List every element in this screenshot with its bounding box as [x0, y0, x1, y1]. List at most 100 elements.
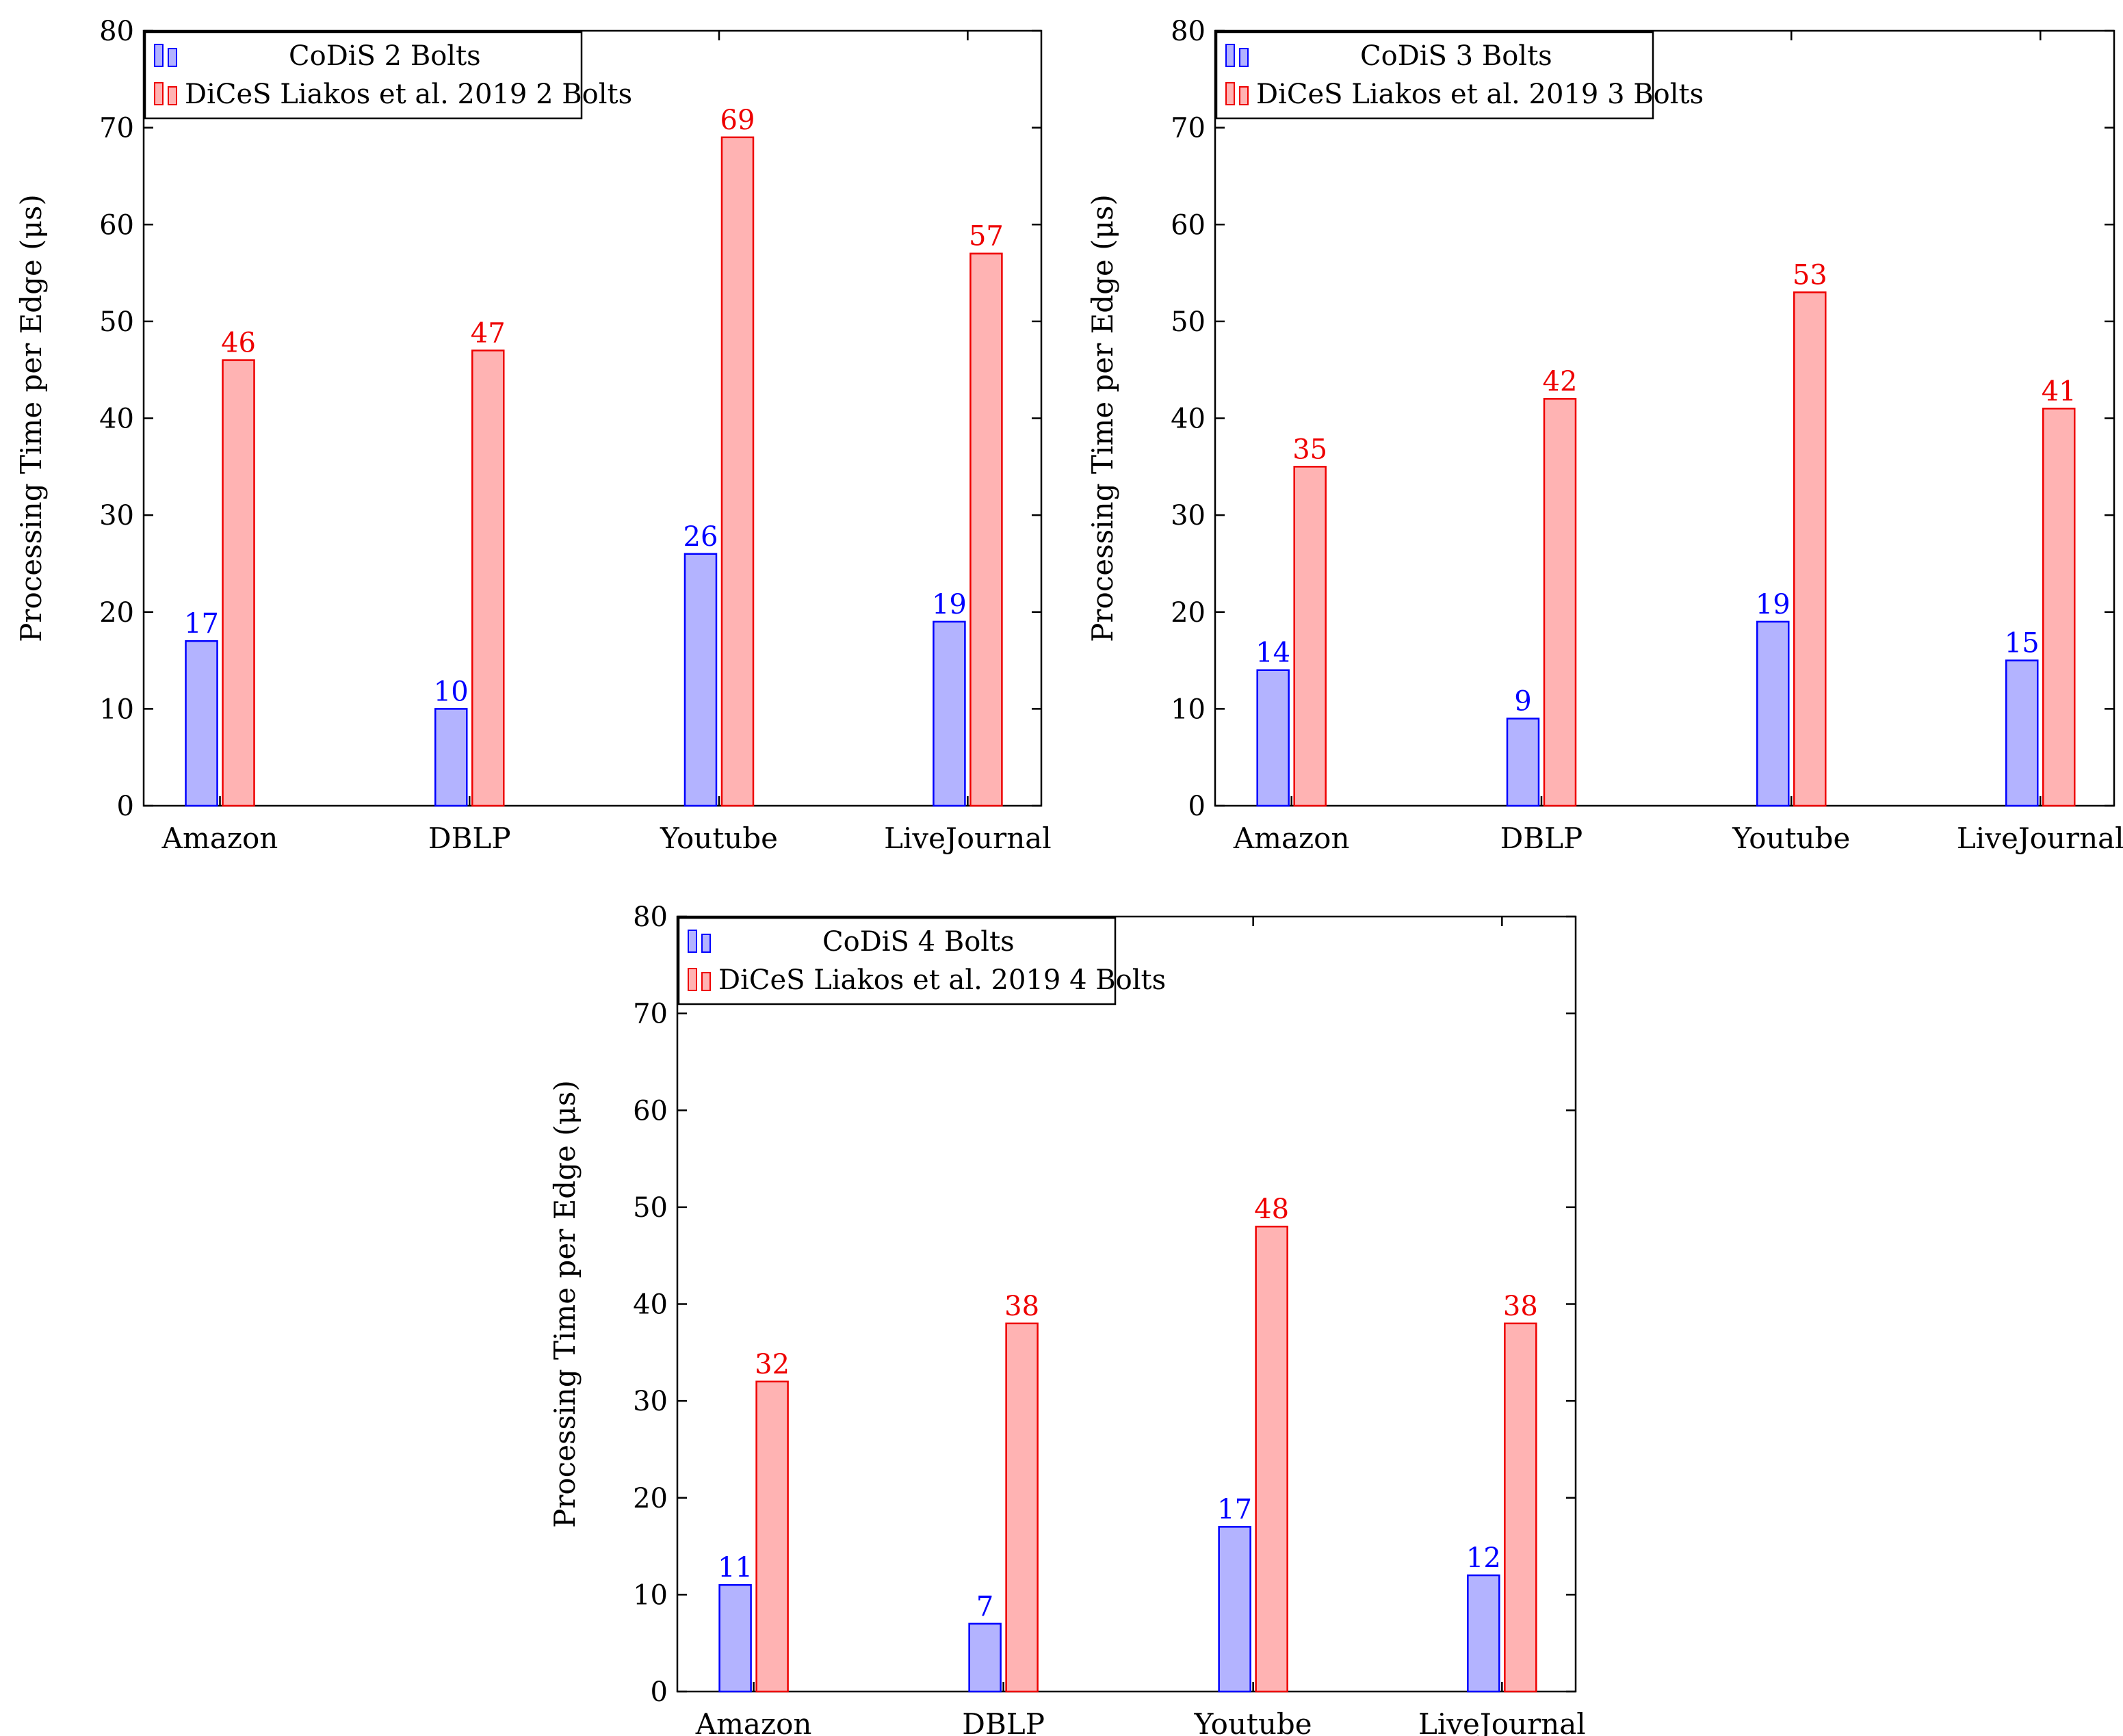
- chart-3: 0 10 20 30 40 50 60 70 80 Processing Time per Edg…: [548, 902, 1586, 1736]
- x-tick-label: Youtube: [1732, 821, 1850, 855]
- data-label-series-a: 7: [976, 1591, 993, 1622]
- y-tick-label: 80: [633, 902, 668, 933]
- x-tick-label: Amazon: [1233, 821, 1350, 855]
- legend-swatch: [154, 82, 164, 105]
- legend-swatch: [1239, 86, 1249, 105]
- bar-series-a: [1218, 1525, 1251, 1693]
- legend-swatch: [688, 930, 697, 953]
- data-label-series-b: 42: [1543, 366, 1578, 397]
- data-label-series-b: 47: [471, 317, 506, 349]
- data-label-series-a: 10: [434, 676, 469, 707]
- data-label-series-b: 46: [221, 328, 256, 359]
- data-label-series-b: 41: [2042, 376, 2076, 407]
- bar-series-a: [1506, 718, 1540, 807]
- legend-entry: DiCeS Liakos et al. 2019 3 Bolts: [1256, 79, 1704, 110]
- x-tick-label: DBLP: [1500, 821, 1583, 855]
- bar-series-b: [2042, 408, 2076, 807]
- bar-series-b: [222, 359, 255, 807]
- y-tick-label: 70: [99, 113, 134, 144]
- legend-entry: CoDiS 3 Bolts: [1360, 40, 1552, 72]
- data-label-series-a: 15: [2005, 628, 2040, 659]
- bar-series-b: [471, 350, 505, 807]
- y-axis-label: Processing Time per Edge (μs): [548, 1080, 582, 1528]
- data-label-series-b: 69: [720, 105, 755, 136]
- bar-series-b: [755, 1380, 789, 1693]
- data-label-series-a: 26: [683, 521, 718, 553]
- legend-box: [677, 917, 1117, 1005]
- plot-frame: [676, 915, 1577, 1693]
- legend-swatch: [1239, 48, 1249, 67]
- bar-series-a: [2005, 659, 2039, 807]
- y-tick-label: 60: [99, 209, 134, 241]
- legend-swatch: [701, 972, 711, 991]
- legend-swatch: [701, 934, 711, 953]
- data-label-series-b: 32: [755, 1349, 790, 1380]
- x-tick-label: Amazon: [695, 1707, 812, 1736]
- data-label-series-b: 38: [1503, 1291, 1538, 1322]
- y-tick-label: 40: [633, 1289, 668, 1321]
- y-tick-label: 10: [1171, 694, 1206, 725]
- bar-series-a: [933, 620, 966, 807]
- bar-series-a: [1756, 620, 1790, 807]
- data-label-series-a: 9: [1514, 686, 1531, 718]
- y-tick-label: 70: [1171, 113, 1206, 144]
- y-tick-label: 80: [1171, 16, 1206, 47]
- y-tick-label: 60: [1171, 209, 1206, 241]
- data-label-series-a: 17: [1217, 1494, 1252, 1525]
- y-tick-label: 80: [99, 16, 134, 47]
- data-label-series-a: 12: [1466, 1542, 1501, 1574]
- legend-box: [144, 31, 583, 120]
- data-label-series-a: 19: [1756, 589, 1790, 620]
- y-tick-label: 50: [633, 1192, 668, 1224]
- y-tick-label: 40: [1171, 404, 1206, 435]
- bar-series-a: [185, 640, 218, 807]
- y-tick-label: 30: [99, 500, 134, 531]
- bar-series-b: [720, 136, 755, 807]
- y-tick-label: 0: [117, 791, 134, 822]
- data-label-series-b: 35: [1292, 434, 1327, 465]
- bar-series-a: [683, 553, 718, 807]
- legend-swatch: [154, 44, 164, 67]
- y-tick-label: 20: [633, 1483, 668, 1514]
- bar-series-b: [1005, 1322, 1039, 1693]
- data-label-series-a: 19: [932, 589, 967, 620]
- bar-series-a: [434, 708, 468, 807]
- data-label-series-a: 14: [1255, 637, 1290, 669]
- bar-series-a: [968, 1622, 1002, 1693]
- x-tick-label: LiveJournal: [1957, 821, 2123, 855]
- legend-swatch: [168, 48, 177, 67]
- y-tick-label: 50: [1171, 306, 1206, 338]
- legend-swatch: [1225, 82, 1235, 105]
- data-label-series-b: 48: [1254, 1194, 1289, 1225]
- y-tick-label: 60: [633, 1095, 668, 1127]
- bar-series-b: [1293, 466, 1327, 807]
- legend-swatch: [688, 968, 697, 991]
- bar-series-a: [1467, 1574, 1500, 1693]
- x-tick-label: Youtube: [1194, 1707, 1312, 1736]
- x-tick-label: DBLP: [428, 821, 511, 855]
- x-tick-label: Amazon: [161, 821, 278, 855]
- bar-series-b: [1543, 397, 1577, 807]
- data-label-series-a: 17: [184, 608, 219, 640]
- y-tick-label: 50: [99, 306, 134, 338]
- legend-entry: CoDiS 2 Bolts: [289, 40, 481, 72]
- legend-swatch: [168, 86, 177, 105]
- y-tick-label: 0: [651, 1676, 668, 1708]
- chart-2: 0 10 20 30 40 50 60 70 80 Processing Time per Edg…: [1086, 16, 2123, 855]
- y-axis-label: Processing Time per Edge (μs): [1086, 194, 1119, 642]
- legend-entry: DiCeS Liakos et al. 2019 2 Bolts: [185, 79, 632, 110]
- y-tick-label: 0: [1188, 791, 1206, 822]
- bar-series-b: [969, 252, 1003, 807]
- bar-series-b: [1504, 1322, 1537, 1693]
- x-tick-label: LiveJournal: [884, 821, 1052, 855]
- y-tick-label: 30: [633, 1386, 668, 1417]
- bar-series-a: [718, 1583, 752, 1693]
- y-tick-label: 10: [633, 1579, 668, 1611]
- legend-entry: CoDiS 4 Bolts: [822, 926, 1015, 958]
- x-tick-label: LiveJournal: [1418, 1707, 1586, 1736]
- y-tick-label: 70: [633, 999, 668, 1030]
- y-axis-label: Processing Time per Edge (μs): [14, 194, 48, 642]
- legend-swatch: [1225, 44, 1235, 67]
- x-tick-label: Youtube: [660, 821, 778, 855]
